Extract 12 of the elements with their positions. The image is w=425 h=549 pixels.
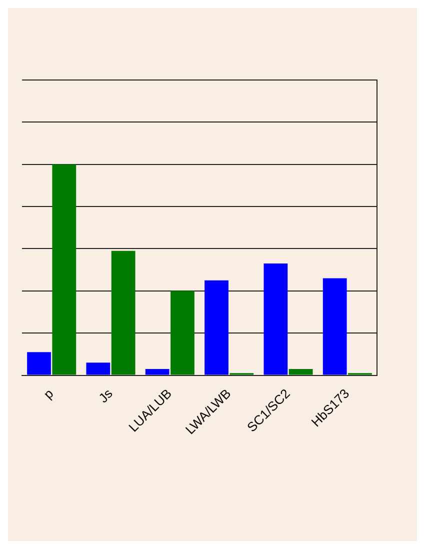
bar xyxy=(322,278,347,375)
bar xyxy=(86,362,110,375)
bar xyxy=(111,250,136,375)
bar xyxy=(27,352,51,375)
x-tick-label: p xyxy=(40,386,56,402)
bar xyxy=(145,368,170,375)
bar xyxy=(264,263,288,375)
bar xyxy=(204,280,228,375)
x-tick-label: Js xyxy=(96,385,116,406)
bar xyxy=(288,368,313,375)
bar xyxy=(170,290,194,375)
bar xyxy=(52,164,76,375)
